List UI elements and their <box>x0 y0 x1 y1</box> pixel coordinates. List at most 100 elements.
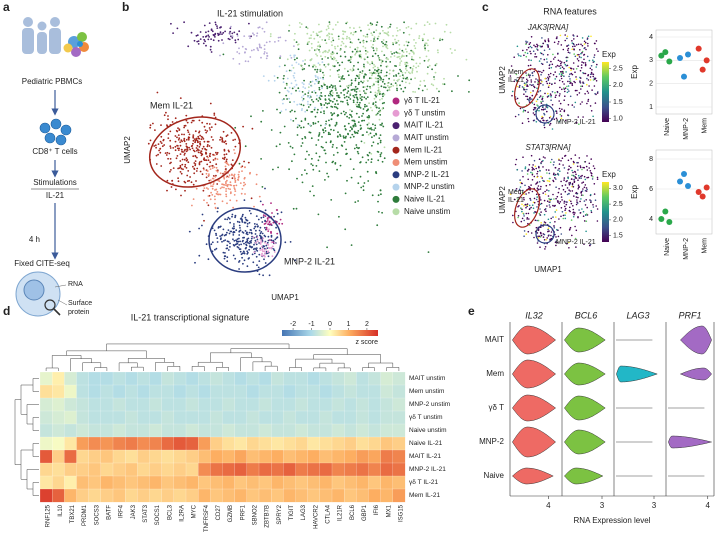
column-label: SOCS1 <box>155 504 161 525</box>
cell-point <box>529 199 532 201</box>
cell-point <box>357 61 359 64</box>
cell-point <box>401 74 404 76</box>
dot <box>658 216 665 222</box>
cell-point <box>571 73 574 76</box>
cell-point <box>349 98 352 100</box>
cell-point <box>555 66 557 68</box>
cell-point <box>258 26 261 29</box>
cell-point <box>216 210 219 213</box>
cell-point <box>183 133 186 136</box>
cell-point <box>524 88 526 91</box>
cell-point <box>298 22 301 24</box>
cell-point <box>412 59 415 61</box>
cell-point <box>577 116 580 118</box>
cell-point <box>203 38 206 41</box>
cell-point <box>592 79 595 81</box>
cell-point <box>155 146 158 149</box>
cell-point <box>586 102 588 105</box>
cell-point <box>586 169 589 171</box>
cell-point <box>390 56 392 58</box>
cell-point <box>382 125 385 128</box>
cell-point <box>409 66 412 69</box>
cell-point <box>553 41 556 44</box>
cell-point <box>223 177 226 180</box>
cell-point <box>589 170 592 172</box>
heatmap-cell <box>271 397 284 412</box>
cell-point <box>439 39 441 42</box>
heatmap-cell <box>283 475 296 490</box>
cell-point <box>363 63 365 66</box>
cell-point <box>343 113 346 116</box>
cell-point <box>526 217 529 219</box>
cell-point <box>243 176 246 179</box>
cell-point <box>523 219 525 222</box>
cell-point <box>278 65 281 68</box>
cell-point <box>321 61 324 64</box>
cell-point <box>538 96 541 99</box>
cell-point <box>298 90 301 93</box>
cell-point <box>211 185 214 188</box>
cell-point <box>313 108 316 111</box>
cell-point <box>564 63 567 66</box>
cell-point <box>200 138 203 141</box>
cell-point <box>374 91 377 94</box>
heatmap-cell <box>283 397 296 412</box>
heatmap-cell <box>368 423 381 438</box>
heatmap-cell <box>88 462 102 477</box>
cell-point <box>209 179 212 182</box>
cell-point <box>583 186 586 189</box>
cell-point <box>184 165 186 168</box>
cell-point <box>329 68 332 71</box>
cell-point <box>308 83 311 85</box>
heatmap-cell <box>307 436 321 451</box>
heatmap-cell <box>185 449 199 464</box>
cell-point <box>310 85 313 88</box>
heatmap-cell <box>368 436 381 451</box>
cell-point <box>226 218 229 221</box>
cell-point <box>210 136 213 138</box>
cell-point <box>364 103 366 106</box>
cell-point <box>519 192 521 195</box>
cell-point <box>209 102 212 105</box>
cell-point <box>540 234 543 237</box>
cell-point <box>575 44 578 46</box>
cell-point <box>361 40 364 42</box>
cell-point <box>594 92 596 95</box>
heatmap-cell <box>112 423 126 438</box>
heatmap-cell <box>307 449 321 464</box>
cell-point <box>163 114 166 117</box>
cell-point <box>423 59 426 62</box>
cell-point <box>339 85 342 88</box>
cell-point <box>595 205 597 207</box>
cell-point <box>336 92 338 94</box>
cell-point <box>236 238 239 241</box>
cell-point <box>347 122 350 125</box>
cell-point <box>359 93 362 96</box>
cell-point <box>551 104 554 106</box>
cell-point <box>559 71 562 73</box>
heatmap-cell <box>392 488 406 503</box>
cell-point <box>221 233 224 236</box>
cell-point <box>241 252 244 255</box>
cell-point <box>339 55 342 58</box>
cell-point <box>233 223 235 225</box>
heatmap-cell <box>234 410 248 425</box>
cell-point <box>206 122 209 125</box>
cell-point <box>215 166 218 169</box>
cell-point <box>368 69 371 72</box>
cell-point <box>242 213 244 216</box>
heatmap-cell <box>112 371 126 386</box>
cell-point <box>317 82 320 84</box>
cell-point <box>575 78 578 81</box>
heatmap-cell <box>258 371 272 386</box>
cell-point <box>521 170 523 172</box>
cell-point <box>339 164 342 167</box>
cell-point <box>259 200 262 203</box>
cell-point <box>318 155 321 158</box>
cell-point <box>569 73 571 75</box>
cell-point <box>179 153 182 156</box>
cell-point <box>236 240 239 243</box>
cell-point <box>369 91 372 93</box>
cell-point <box>322 131 325 134</box>
cell-point <box>304 158 307 161</box>
